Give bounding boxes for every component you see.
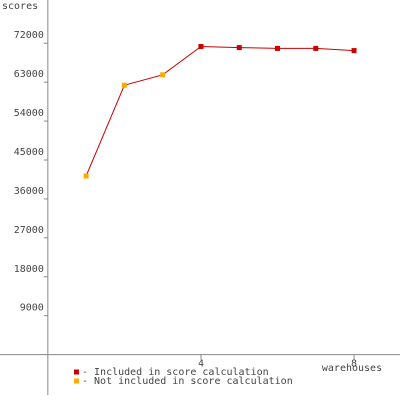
legend-label: - Included in score calculation xyxy=(82,367,269,378)
x-tick-label: 4 xyxy=(198,359,204,370)
data-point xyxy=(351,48,357,54)
y-tick-label: 63000 xyxy=(14,69,44,80)
legend-swatch xyxy=(74,369,79,375)
y-axis-label: scores xyxy=(2,1,38,12)
y-tick-label: 72000 xyxy=(14,30,44,41)
data-point xyxy=(198,43,204,49)
y-tick-label: 9000 xyxy=(20,303,44,314)
data-point xyxy=(160,72,166,78)
data-point xyxy=(236,45,242,51)
y-tick-label: 36000 xyxy=(14,186,44,197)
y-tick-label: 54000 xyxy=(14,108,44,119)
score-line xyxy=(85,45,355,177)
x-tick-label: 8 xyxy=(351,359,357,370)
x-axis-label: warehouses xyxy=(322,363,382,374)
data-point xyxy=(121,82,127,88)
data-point xyxy=(83,173,89,179)
data-point xyxy=(313,45,319,51)
y-tick-label: 18000 xyxy=(14,264,44,275)
legend-label: - Not included in score calculation xyxy=(82,376,293,387)
y-tick-label: 45000 xyxy=(14,147,44,158)
legend-swatch xyxy=(74,378,79,384)
data-point xyxy=(275,45,281,51)
y-tick-label: 27000 xyxy=(14,225,44,236)
